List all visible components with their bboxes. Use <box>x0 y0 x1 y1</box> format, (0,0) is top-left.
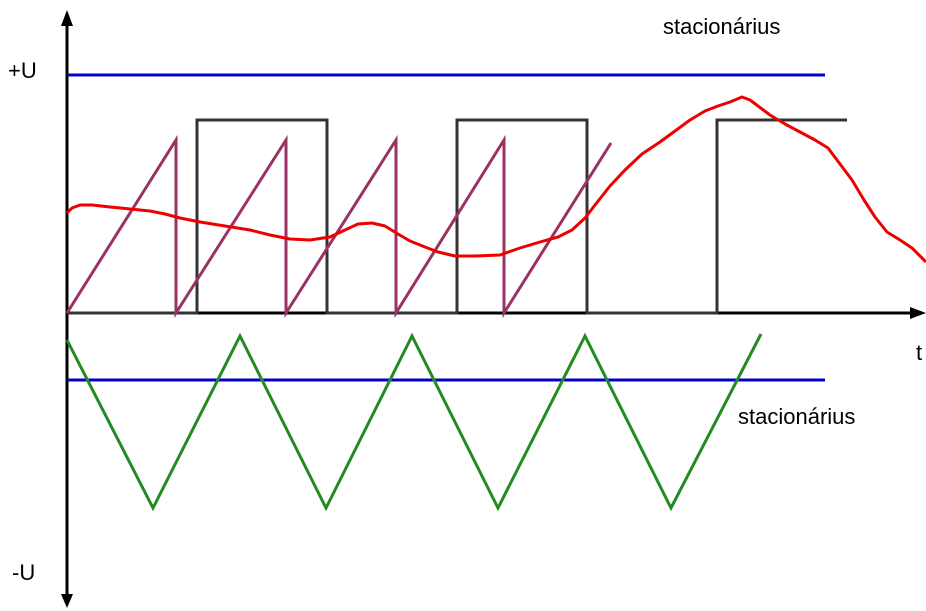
stationary-label-bottom: stacionárius <box>738 404 855 429</box>
stationary-label-top: stacionárius <box>663 14 780 39</box>
random-signal <box>65 95 926 264</box>
sawtooth-wave <box>65 134 613 319</box>
y-axis-arrow-up <box>61 10 73 26</box>
y-axis-arrow-down <box>61 594 73 608</box>
triangle-wave <box>65 332 763 512</box>
plus-u-label: +U <box>8 58 37 83</box>
minus-u-label: -U <box>12 560 35 585</box>
x-axis-arrow <box>910 307 926 319</box>
t-axis-label: t <box>916 340 922 365</box>
